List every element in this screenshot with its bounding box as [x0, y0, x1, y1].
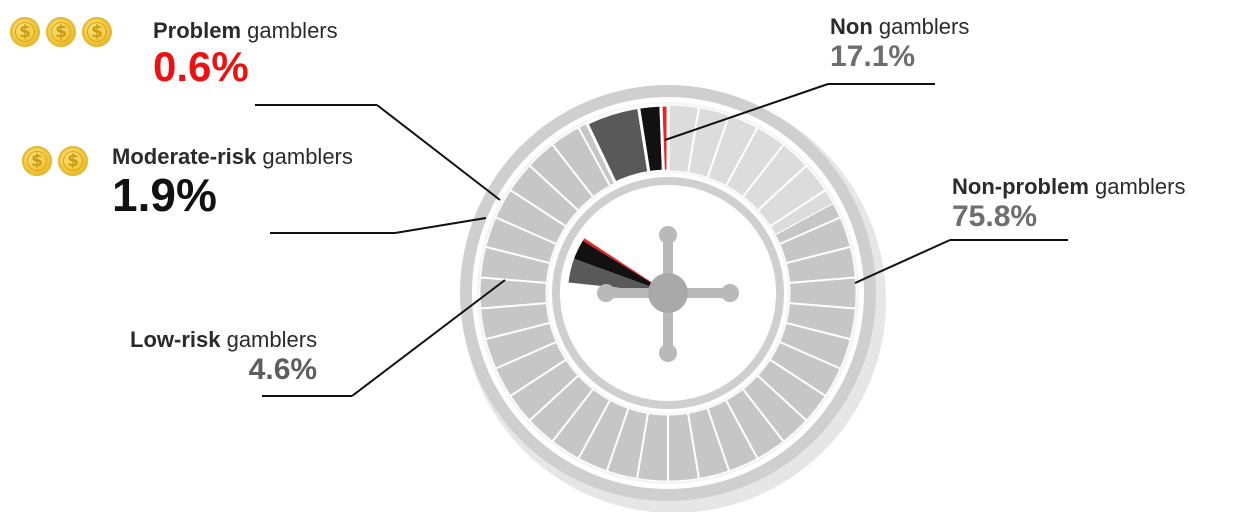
category-bold: Low-risk	[130, 327, 221, 352]
category-bold: Problem	[153, 18, 242, 43]
pocket-divider	[742, 388, 785, 442]
pocket-divider	[779, 341, 841, 370]
pocket-divider	[551, 144, 594, 198]
leader-line-1	[854, 239, 951, 284]
pocket-divider	[577, 399, 611, 459]
spinner-knob-3	[597, 284, 615, 302]
pocket-divider	[485, 321, 550, 341]
pocket-divider	[551, 388, 594, 442]
leader-line-0	[664, 83, 829, 141]
leader-line-2	[351, 279, 506, 397]
category-rest: gamblers	[872, 14, 970, 39]
slice-4	[659, 103, 670, 173]
inner-wedge-1	[574, 240, 668, 293]
category-label: Problem gamblers	[153, 18, 338, 44]
pocket-divider	[687, 107, 700, 173]
dollar-coin-icon: $	[58, 146, 88, 176]
slice-label-3: Moderate-risk gamblers 1.9%	[112, 144, 353, 218]
pocket-divider	[529, 374, 579, 422]
pocket-divider	[779, 216, 841, 245]
category-bold: Non	[830, 14, 873, 39]
spinner-knob-2	[659, 344, 677, 362]
pocket-divider	[510, 358, 567, 397]
pocket-divider	[725, 127, 759, 187]
pocket-divider	[485, 245, 550, 265]
dollar-coin-icon: $	[46, 17, 76, 47]
category-rest: gamblers	[241, 18, 338, 43]
pocket-divider	[742, 144, 785, 198]
value-label: 0.6%	[153, 43, 249, 90]
pocket-divider	[636, 413, 649, 479]
dollar-coin-icon: $	[22, 146, 52, 176]
category-rest: gamblers	[1088, 174, 1186, 199]
value-label: 4.6%	[248, 353, 318, 386]
dollar-coin-icon: $	[82, 17, 112, 47]
category-label: Non-problem gamblers	[952, 174, 1185, 200]
spinner-knob-0	[659, 226, 677, 244]
pocket-divider	[706, 114, 730, 178]
pocket-divider	[510, 189, 567, 228]
slice-label-1: Non-problem gamblers 75.8%	[952, 174, 1185, 232]
spinner-hub	[648, 273, 688, 313]
pocket-divider	[725, 399, 759, 459]
category-bold: Non-problem	[952, 174, 1089, 199]
pocket-divider	[577, 127, 611, 187]
pocket-divider	[495, 216, 557, 245]
wheel-inner-ring	[552, 177, 784, 409]
value-label: 17.1%	[830, 40, 916, 73]
slice-label-2: Low-risk gamblers 4.6%	[130, 327, 317, 385]
pocket-divider	[789, 302, 856, 310]
category-rest: gamblers	[220, 327, 318, 352]
category-label: Non gamblers	[830, 14, 969, 40]
pocket-divider	[687, 413, 700, 479]
slice-label-4: Problem gamblers 0.6%	[153, 18, 338, 88]
pocket-divider	[789, 276, 856, 284]
pocket-divider	[769, 189, 826, 228]
pocket-divider	[769, 358, 826, 397]
spinner-knob-1	[721, 284, 739, 302]
inner-wedge-0	[582, 238, 668, 293]
category-bold: Moderate-risk	[112, 144, 257, 169]
pocket-divider	[480, 302, 547, 310]
pocket-divider	[606, 408, 630, 472]
value-label: 75.8%	[952, 200, 1038, 233]
slice-label-0: Non gamblers 17.1%	[830, 14, 969, 72]
pocket-divider	[706, 408, 730, 472]
pocket-divider	[786, 321, 851, 341]
pocket-divider	[757, 374, 807, 422]
value-label: 1.9%	[112, 169, 217, 221]
category-rest: gamblers	[256, 144, 353, 169]
pocket-divider	[786, 245, 851, 265]
pocket-divider	[757, 164, 807, 212]
category-label: Low-risk gamblers	[130, 327, 317, 353]
leader-line-4	[376, 104, 501, 201]
pocket-divider	[495, 341, 557, 370]
pocket-divider	[480, 276, 547, 284]
category-label: Moderate-risk gamblers	[112, 144, 353, 170]
leader-line-3	[394, 217, 487, 234]
slice-1	[479, 122, 857, 482]
pocket-divider	[529, 164, 579, 212]
inner-wedge-2	[568, 258, 668, 293]
dollar-coin-icon: $	[10, 17, 40, 47]
